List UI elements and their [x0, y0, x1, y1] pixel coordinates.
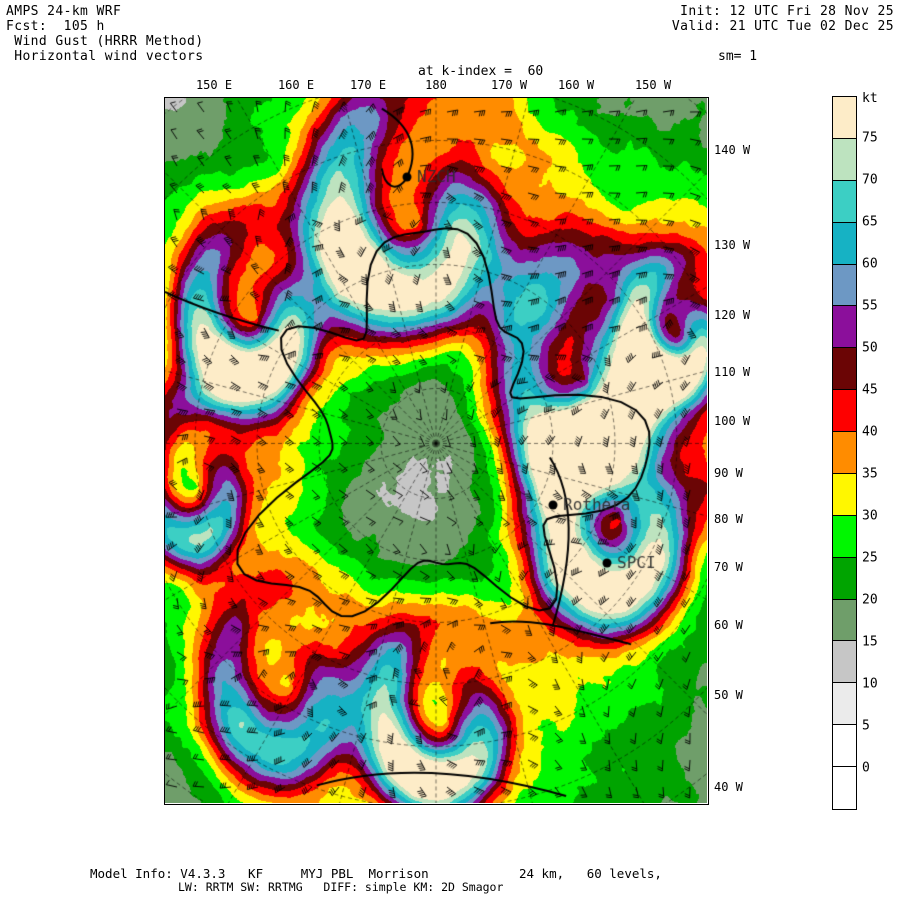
colorbar-unit-label: kt — [862, 91, 878, 106]
lon-tick-2: 170 E — [349, 78, 387, 92]
colorbar-band-15 — [833, 641, 856, 684]
colorbar-tick-50: 50 — [862, 340, 878, 356]
lon-tick-0: 150 E — [195, 78, 233, 92]
colorbar-tick-5: 5 — [862, 718, 870, 734]
colorbar-band-55 — [833, 306, 856, 349]
colorbar[interactable] — [832, 96, 857, 810]
colorbar-tick-70: 70 — [862, 172, 878, 188]
colorbar-tick-35: 35 — [862, 466, 878, 482]
colorbar-band-75 — [833, 138, 856, 181]
lat-tick-5: 90 W — [714, 466, 743, 480]
colorbar-tick-55: 55 — [862, 298, 878, 314]
colorbar-tick-65: 65 — [862, 214, 878, 230]
model-title: AMPS 24-km WRF — [6, 4, 122, 19]
colorbar-band-35 — [833, 473, 856, 516]
colorbar-band-10 — [833, 683, 856, 726]
lat-tick-9: 50 W — [714, 688, 743, 702]
header-right-block: Init: 12 UTC Fri 28 Nov 25 Valid: 21 UTC… — [672, 4, 894, 34]
lat-tick-8: 60 W — [714, 618, 743, 632]
lat-tick-0: 140 W — [714, 143, 751, 157]
colorbar-band-40 — [833, 432, 856, 474]
forecast-hour: Fcst: 105 h — [6, 19, 105, 34]
lat-tick-1: 130 W — [714, 238, 751, 252]
colorbar-band-20 — [833, 599, 856, 642]
lon-tick-6: 150 W — [634, 78, 672, 92]
lat-tick-10: 40 W — [714, 780, 743, 794]
colorbar-band-60 — [833, 264, 856, 307]
lat-tick-7: 70 W — [714, 560, 743, 574]
init-time: Init: 12 UTC Fri 28 Nov 25 — [680, 4, 894, 19]
header-left-block: AMPS 24-km WRF Fcst: 105 h Wind Gust (HR… — [6, 4, 203, 64]
colorbar-tick-45: 45 — [862, 382, 878, 398]
field-name: Wind Gust (HRRR Method) — [6, 34, 204, 49]
lat-tick-4: 100 W — [714, 414, 751, 428]
lon-tick-3: 180 — [425, 78, 447, 92]
colorbar-band-70 — [833, 180, 856, 223]
lon-tick-1: 160 E — [277, 78, 315, 92]
colorbar-tick-60: 60 — [862, 256, 878, 272]
colorbar-tick-40: 40 — [862, 424, 878, 440]
lat-tick-2: 120 W — [714, 308, 751, 322]
footer-model-info: Model Info: V4.3.3 KF MYJ PBL Morrison 2… — [90, 866, 662, 881]
lat-tick-3: 110 W — [714, 365, 751, 379]
vectors-label: Horizontal wind vectors — [6, 49, 204, 64]
map-field-canvas — [165, 98, 707, 803]
colorbar-tick-0: 0 — [862, 760, 870, 776]
colorbar-band-0 — [833, 767, 856, 809]
forecast-map[interactable] — [164, 97, 709, 805]
lon-tick-5: 160 W — [557, 78, 595, 92]
colorbar-tick-15: 15 — [862, 634, 878, 650]
footer-physics-info: LW: RRTM SW: RRTMG DIFF: simple KM: 2D S… — [178, 880, 504, 894]
colorbar-tick-75: 75 — [862, 130, 878, 146]
lat-tick-6: 80 W — [714, 512, 743, 526]
colorbar-tick-20: 20 — [862, 592, 878, 608]
colorbar-tick-30: 30 — [862, 508, 878, 524]
colorbar-tick-10: 10 — [862, 676, 878, 692]
colorbar-band-30 — [833, 515, 856, 558]
colorbar-band-80 — [833, 97, 856, 139]
colorbar-band-25 — [833, 557, 856, 600]
longitude-axis-top: 150 E 160 E 170 E 180 170 W 160 W 150 W — [164, 78, 709, 94]
colorbar-band-5 — [833, 725, 856, 767]
colorbar-band-65 — [833, 222, 856, 265]
lon-tick-4: 170 W — [490, 78, 528, 92]
valid-time: Valid: 21 UTC Tue 02 Dec 25 — [671, 19, 894, 34]
k-index-label: at k-index = 60 — [418, 64, 544, 79]
smoothing-label: sm= 1 — [718, 49, 758, 64]
colorbar-tick-25: 25 — [862, 550, 878, 566]
colorbar-band-45 — [833, 390, 856, 432]
colorbar-band-50 — [833, 348, 856, 391]
